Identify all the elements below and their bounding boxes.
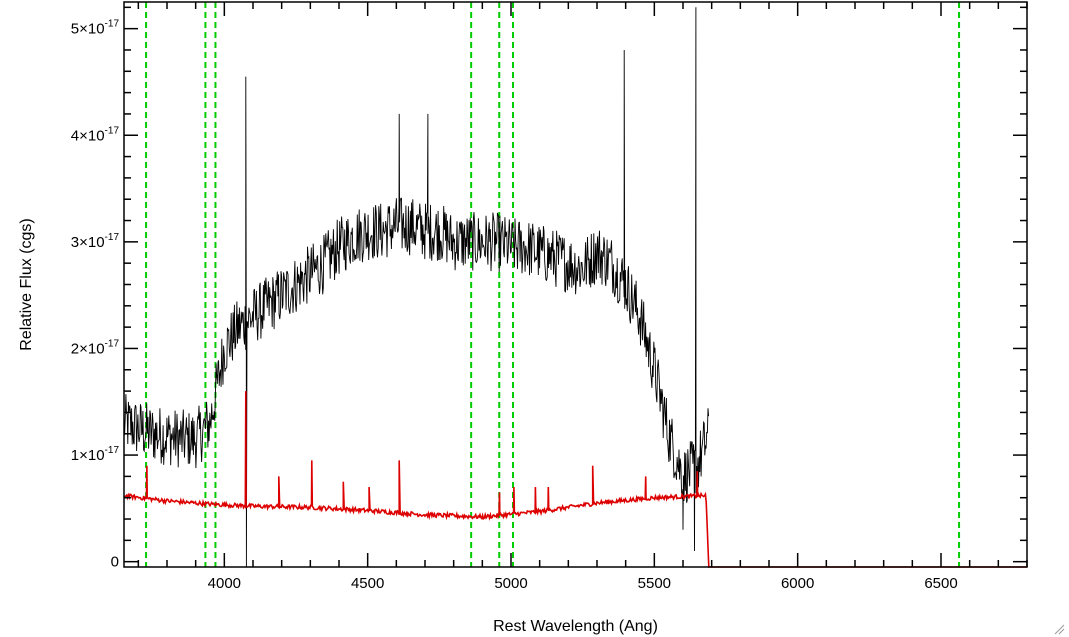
y-tick-label: 4×10-17: [71, 125, 120, 144]
x-tick-label: 4000: [208, 575, 241, 592]
y-tick-label: 5×10-17: [71, 19, 120, 38]
series-layer: [123, 7, 1027, 568]
x-tick-labels: 4000 4500 5000 5500 6000 6500: [208, 575, 958, 592]
x-tick-label: 5000: [494, 575, 527, 592]
x-tick-label: 5500: [638, 575, 671, 592]
y-tick-label: 3×10-17: [71, 232, 120, 251]
x-tick-label: 4500: [351, 575, 384, 592]
y-axis-title: Relative Flux (cgs): [18, 218, 35, 350]
series-error: [123, 391, 1027, 568]
series-spectrum: [123, 7, 710, 568]
x-tick-label: 6500: [924, 575, 957, 592]
x-tick-label: 6000: [781, 575, 814, 592]
y-tick-label: 1×10-17: [71, 445, 120, 464]
y-tick-labels: 0 1×10-17 2×10-17 3×10-17 4×10-17 5×10-17: [71, 19, 120, 571]
axis-ticks: [124, 2, 1028, 567]
y-tick-label: 0: [111, 554, 119, 571]
resize-grip-icon[interactable]: [1053, 623, 1065, 635]
emission-line-markers: [145, 2, 961, 567]
x-axis-title: Rest Wavelength (Ang): [493, 618, 658, 635]
y-tick-label: 2×10-17: [71, 338, 120, 357]
